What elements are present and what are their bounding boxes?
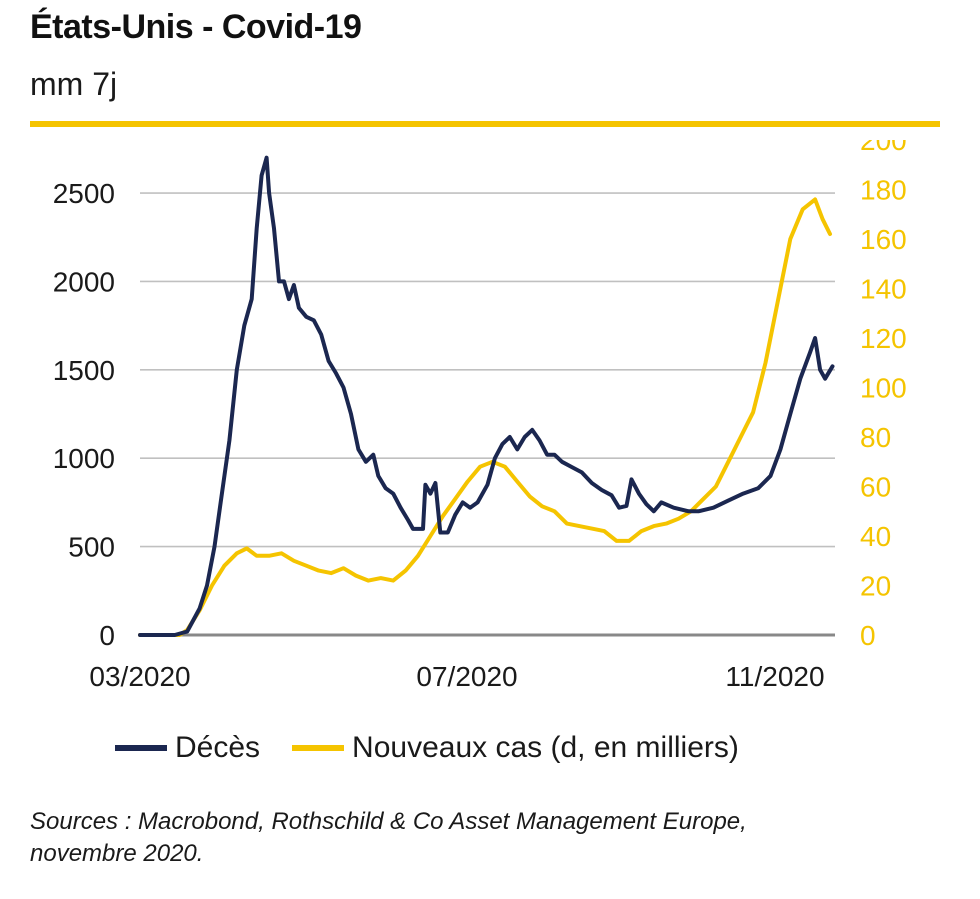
right-axis-tick-label: 120 (860, 323, 907, 354)
right-axis-tick-label: 200 (860, 140, 907, 156)
right-axis-tick-label: 100 (860, 373, 907, 404)
left-axis-tick-label: 0 (99, 620, 115, 651)
title-underline (30, 121, 940, 127)
right-axis-ticks: 0 20 40 60 80 100 120 140 160 180 200 (860, 140, 907, 651)
right-axis-tick-label: 80 (860, 422, 891, 453)
legend-label-deaths: Décès (175, 731, 261, 764)
chart-title: États-Unis - Covid-19 (30, 8, 362, 46)
source-note: Sources : Macrobond, Rothschild & Co Ass… (30, 806, 930, 870)
left-axis-tick-label: 1000 (53, 443, 115, 474)
left-axis-tick-label: 500 (68, 532, 115, 563)
legend-swatch-deaths (115, 745, 167, 751)
right-axis-tick-label: 20 (860, 571, 891, 602)
right-axis-tick-label: 60 (860, 472, 891, 503)
right-axis-tick-label: 40 (860, 521, 891, 552)
x-axis-ticks: 03/2020 07/2020 11/2020 (89, 661, 824, 692)
left-axis-tick-label: 2500 (53, 178, 115, 209)
source-line-1: Sources : Macrobond, Rothschild & Co Ass… (30, 808, 747, 835)
right-axis-tick-label: 0 (860, 620, 876, 651)
legend-item-deaths: Décès (115, 731, 260, 765)
x-axis-tick-label: 03/2020 (89, 661, 190, 692)
legend: Décès Nouveaux cas (d, en milliers) (115, 728, 771, 768)
chart-subtitle: mm 7j (30, 66, 118, 102)
right-axis-tick-label: 160 (860, 224, 907, 255)
left-axis-tick-label: 1500 (53, 355, 115, 386)
x-axis-tick-label: 07/2020 (416, 661, 517, 692)
right-axis-tick-label: 180 (860, 175, 907, 206)
legend-item-cases: Nouveaux cas (d, en milliers) (292, 731, 739, 765)
legend-label-cases: Nouveaux cas (d, en milliers) (352, 731, 739, 764)
x-axis-tick-label: 11/2020 (725, 661, 824, 692)
source-line-2: novembre 2020. (30, 840, 204, 867)
series-line-cases (138, 197, 832, 637)
right-axis-tick-label: 140 (860, 274, 907, 305)
line-chart: 0 500 1000 1500 2000 2500 0 20 40 60 80 100 120 140 1… (53, 140, 907, 692)
series-lines (138, 155, 835, 637)
left-axis-ticks: 0 500 1000 1500 2000 2500 (53, 178, 115, 651)
legend-swatch-cases (292, 745, 345, 751)
series-line-deaths (138, 155, 835, 637)
left-axis-tick-label: 2000 (53, 266, 115, 297)
grid-lines (140, 192, 835, 637)
